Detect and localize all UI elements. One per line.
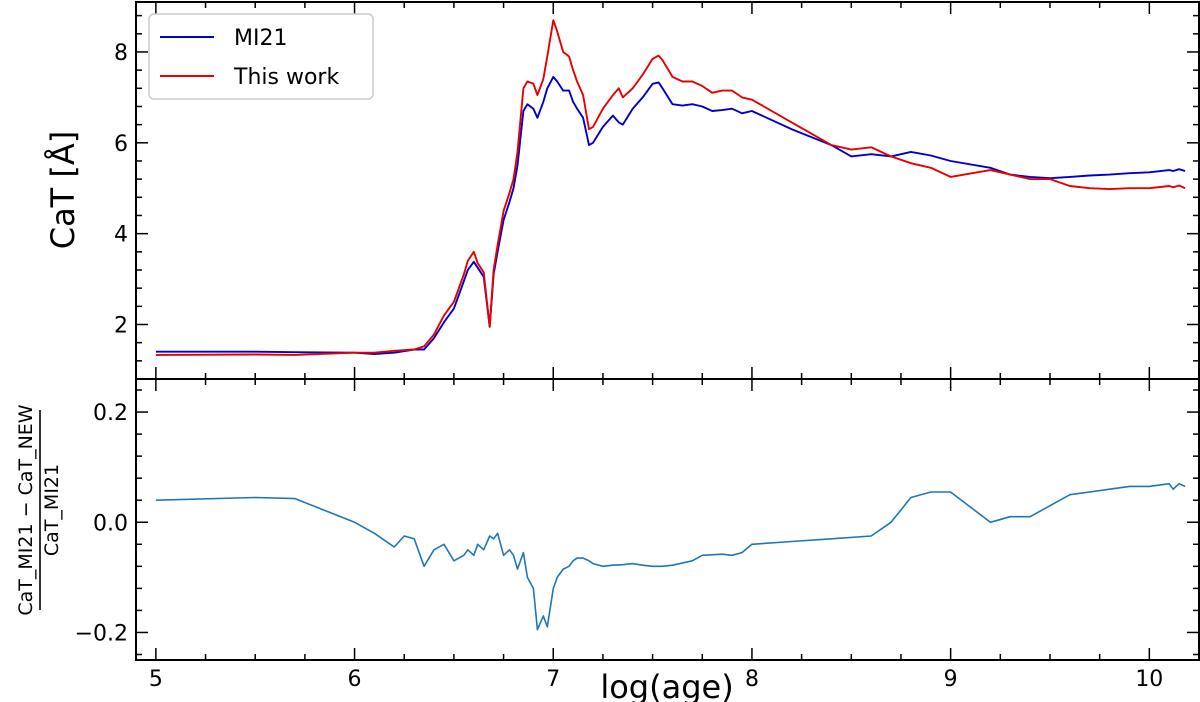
bottom-plot-frame — [135, 378, 1200, 661]
bottom-ytick-label: −0.2 — [75, 621, 128, 646]
bottom-ytick-label: 0.2 — [93, 401, 128, 426]
y-title-denominator: CaT_MI21 — [41, 464, 63, 556]
legend: MI21 This work — [148, 13, 374, 100]
bottom-xtick-label: 5 — [149, 667, 163, 692]
bottom-xtick-label: 6 — [348, 667, 362, 692]
top-series-lines — [155, 19, 1186, 356]
x-axis-title: log(age) — [600, 668, 733, 702]
bottom-y-axis-title: CaT_MI21 − CaT_NEW CaT_MI21 — [15, 404, 63, 615]
y-title-numerator: CaT_MI21 − CaT_NEW — [15, 404, 37, 615]
bottom-xtick-label: 10 — [1135, 667, 1163, 692]
top-line-mi21 — [155, 75, 1186, 355]
top-ytick-label: 2 — [114, 313, 128, 338]
bottom-xtick-label: 7 — [546, 667, 560, 692]
legend-label-mi21: MI21 — [234, 26, 287, 51]
top-y-axis-title: CaT [Å] — [44, 131, 82, 250]
top-ytick-label: 6 — [114, 132, 128, 157]
bottom-xtick-label: 9 — [944, 667, 958, 692]
bottom-axis-ticks: 5 6 7 8 9 10 −0.2 0.0 0.2 — [75, 379, 1200, 692]
top-panel: 2 4 6 8 CaT [Å] MI21 This work — [44, 1, 1200, 380]
bottom-line-series-0 — [155, 482, 1186, 631]
bottom-xtick-label: 8 — [745, 667, 759, 692]
bottom-series-lines — [155, 482, 1186, 631]
top-ytick-label: 8 — [114, 41, 128, 66]
legend-box — [148, 13, 374, 100]
top-ytick-label: 4 — [114, 223, 128, 248]
bottom-panel: 5 6 7 8 9 10 −0.2 0.0 0.2 CaT_MI21 − CaT_NEW CaT… — [15, 378, 1200, 702]
top-axis-ticks: 2 4 6 8 — [114, 2, 1200, 380]
bottom-ytick-label: 0.0 — [93, 511, 128, 536]
legend-label-this-work: This work — [233, 65, 339, 90]
top-line-this-work — [155, 19, 1186, 356]
